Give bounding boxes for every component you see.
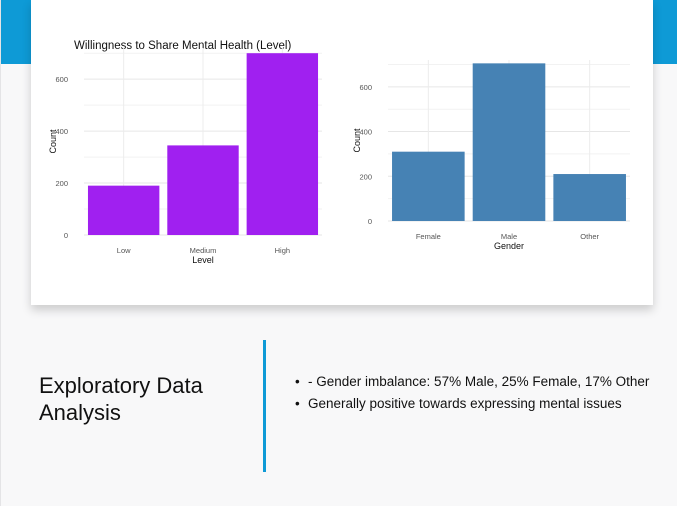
y-tick-label: 600 — [359, 83, 372, 92]
y-tick-label: 600 — [55, 75, 68, 84]
gender-bar-chart: 0 200 400 600 Female Male Other Gender Count — [352, 60, 630, 251]
y-tick-label: 0 — [64, 231, 68, 240]
bar — [87, 185, 160, 235]
x-tick-label: Male — [501, 232, 517, 241]
x-tick-label: Other — [580, 232, 599, 241]
x-tick-label: Female — [416, 232, 441, 241]
y-tick-label: 400 — [55, 127, 68, 136]
x-tick-label: High — [275, 246, 290, 255]
accent-bar-right — [653, 0, 677, 64]
y-tick-label: 200 — [55, 179, 68, 188]
y-axis-label: Count — [352, 128, 362, 153]
level-bar-chart: Willingness to Share Mental Health (Leve… — [48, 40, 322, 265]
y-axis-label: Count — [48, 129, 58, 154]
bar — [472, 63, 546, 221]
accent-bar-left — [1, 0, 31, 64]
x-tick-label: Medium — [190, 246, 217, 255]
charts-card — [31, 0, 653, 305]
section-title: Exploratory Data Analysis — [39, 373, 203, 425]
bar — [553, 174, 626, 221]
y-tick-label: 200 — [359, 172, 372, 181]
bar — [392, 151, 465, 221]
y-tick-label: 400 — [359, 128, 372, 137]
bullet-item: Generally positive towards expressing me… — [295, 396, 655, 412]
divider-line — [263, 340, 266, 472]
bar — [167, 145, 239, 235]
y-tick-label: 0 — [368, 217, 372, 226]
bullet-item: - Gender imbalance: 57% Male, 25% Female… — [295, 374, 655, 390]
x-axis-label: Level — [192, 255, 214, 265]
bullet-list: - Gender imbalance: 57% Male, 25% Female… — [295, 374, 655, 418]
chart-title: Willingness to Share Mental Health (Leve… — [74, 40, 291, 52]
x-tick-label: Low — [117, 246, 131, 255]
x-axis-label: Gender — [494, 241, 524, 251]
bar — [246, 53, 319, 235]
